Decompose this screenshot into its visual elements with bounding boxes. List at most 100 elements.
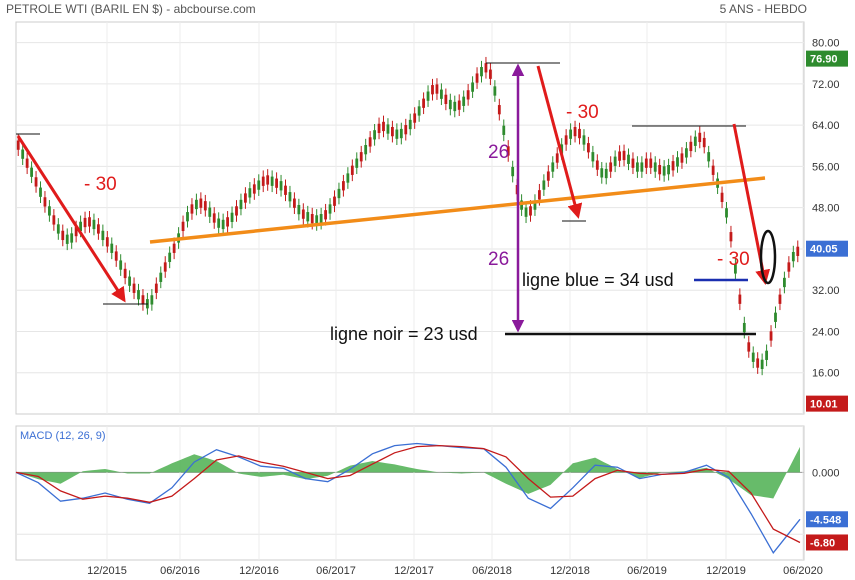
candle-body [707, 152, 711, 162]
price-tick-label: 32.00 [812, 285, 840, 297]
candle-body [702, 137, 706, 148]
candle-body [154, 283, 158, 293]
candle-body [132, 283, 136, 293]
candle-body [368, 137, 372, 147]
candle-body [226, 217, 229, 227]
x-tick-label: 12/2019 [706, 565, 746, 577]
candle-body [350, 165, 354, 175]
candle-body [301, 209, 305, 219]
candle-body [711, 165, 715, 175]
value-label-box [806, 240, 848, 257]
candle-body [310, 214, 314, 224]
candle-body [244, 193, 247, 203]
price-value-labels: 76.90 40.05 10.01 [806, 50, 848, 412]
price-tick-label: 64.00 [812, 120, 840, 132]
candle-body [738, 294, 742, 304]
candle-body [288, 192, 292, 202]
candle-body [319, 214, 323, 224]
candle-body [653, 162, 657, 172]
candle-body [373, 130, 376, 140]
candle-body [765, 350, 768, 360]
candle-body [56, 224, 60, 234]
candle-body [88, 217, 91, 227]
candle-body [163, 262, 167, 272]
candle-body [595, 160, 599, 170]
candle-body [74, 226, 78, 237]
blue-line-label: ligne blue = 34 usd [522, 270, 674, 290]
candle-body [186, 212, 189, 222]
candle-body [627, 154, 630, 164]
macd-panel [15, 425, 805, 561]
candle-body [444, 94, 448, 105]
candle-body [284, 185, 287, 195]
candle-body [417, 106, 421, 116]
candle-body [680, 153, 684, 163]
candle-body [65, 234, 69, 244]
candle-body [168, 252, 172, 262]
candle-body [16, 140, 20, 150]
candle-body [774, 312, 777, 322]
candle-body [742, 322, 746, 333]
candle-body [569, 129, 572, 139]
x-tick-label: 06/2016 [160, 565, 200, 577]
candle-body [190, 204, 194, 214]
value-label: 76.90 [810, 54, 838, 66]
candle-body [791, 251, 795, 262]
candle-body [769, 331, 773, 341]
candle-body [435, 84, 439, 94]
candle-body [39, 187, 42, 197]
orange-trendline [149, 176, 766, 244]
candle-body [564, 135, 568, 145]
candle-body [676, 157, 679, 167]
candle-body [796, 246, 800, 256]
candle-body [685, 148, 688, 158]
price-tick-label: 24.00 [812, 326, 840, 338]
candle-body [693, 136, 697, 146]
candle-body [497, 105, 501, 115]
candle-body [79, 221, 82, 232]
candle-body [342, 181, 345, 191]
drop-label: - 30 [84, 174, 117, 195]
candle-body [506, 146, 510, 156]
candle-body [546, 171, 550, 181]
candle-body [600, 168, 604, 178]
candle-body [43, 197, 47, 207]
candle-body [493, 86, 497, 96]
macd-value-label-box [806, 511, 848, 528]
candle-body [640, 162, 644, 172]
candle-body [466, 90, 470, 100]
candle-body [212, 213, 216, 223]
macd-value-labels: -4.548 -6.80 [806, 511, 848, 551]
candle-body [123, 268, 127, 279]
candle-body [578, 128, 581, 139]
candle-body [618, 151, 621, 161]
candle-body [172, 243, 176, 253]
candle-body [364, 145, 368, 155]
drop-label: - 30 [717, 249, 750, 270]
black-line-label: ligne noir = 23 usd [330, 324, 478, 344]
candle-body [159, 272, 163, 282]
candle-body [591, 152, 595, 162]
macd-value-label: -6.80 [810, 537, 835, 549]
candle-body [141, 295, 145, 305]
macd-histogram [16, 446, 800, 499]
candle-body [636, 162, 639, 172]
candle-body [751, 352, 755, 362]
x-tick-label: 12/2018 [550, 565, 590, 577]
candle-body [511, 166, 515, 177]
signal-line [15, 444, 801, 544]
candle-body [658, 165, 662, 175]
candle-body [573, 126, 577, 137]
candle-body [377, 123, 381, 134]
candle-body [297, 204, 301, 215]
candle-body [306, 212, 310, 222]
candle-body [92, 219, 96, 230]
price-tick-label: 48.00 [812, 203, 840, 215]
candle-body [613, 156, 617, 166]
candle-body [217, 218, 221, 228]
candle-body [734, 264, 737, 274]
candle-body [667, 165, 670, 175]
macd-tick-label: 0.000 [812, 467, 840, 479]
candle-body [52, 215, 56, 225]
candle-body [533, 200, 537, 210]
